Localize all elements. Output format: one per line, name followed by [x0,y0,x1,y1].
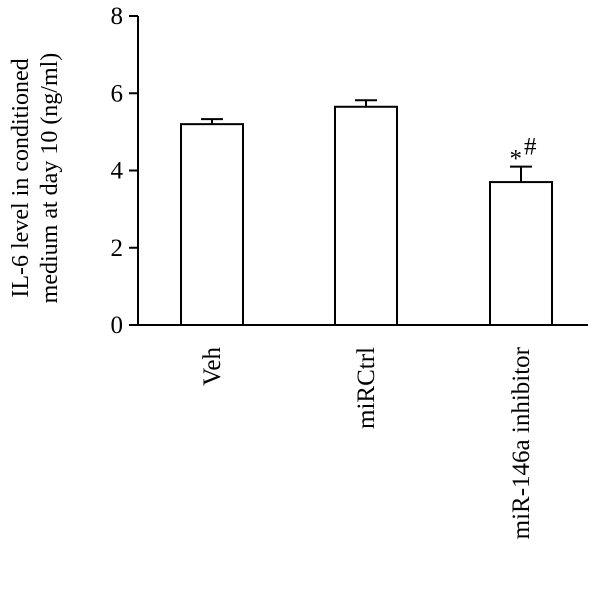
y-tick-label: 0 [111,312,124,339]
y-axis-title: IL-6 level in conditioned medium at day 1… [8,53,63,304]
bar [334,105,398,326]
y-axis-title-line: medium at day 10 (ng/ml) [37,53,63,304]
x-axis-labels: Veh miRCtrl miR-146a inhibitor [199,346,535,539]
y-tick-label: 2 [111,235,124,262]
bar [489,181,553,326]
y-axis-ticks: 0 2 4 6 8 [111,3,138,339]
category-label: miRCtrl [353,347,380,429]
bars: *# [180,99,553,327]
y-axis-title-line: IL-6 level in conditioned [8,58,34,297]
y-tick-label: 6 [111,80,124,107]
significance-label: *# [510,134,538,173]
y-tick-label: 4 [111,158,124,185]
category-label: miR-146a inhibitor [508,346,535,539]
category-label: Veh [199,347,226,386]
bar [180,123,244,327]
y-tick-label: 8 [111,3,124,30]
